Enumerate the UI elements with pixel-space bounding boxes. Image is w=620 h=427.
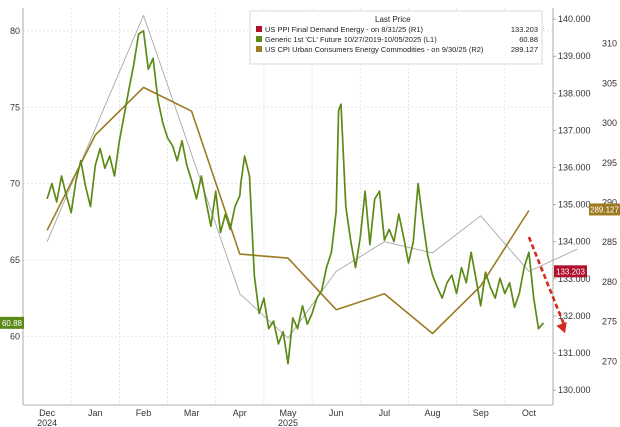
right2-tick-label: 270 bbox=[602, 356, 617, 366]
x-year-label: 2024 bbox=[37, 418, 57, 427]
legend: Last Price US PPI Final Demand Energy - … bbox=[249, 10, 543, 65]
legend-items: US PPI Final Demand Energy - on 8/31/25 … bbox=[256, 25, 538, 54]
legend-label: US PPI Final Demand Energy - on 8/31/25 … bbox=[265, 25, 423, 34]
right2-tick-label: 280 bbox=[602, 277, 617, 287]
right2-tick-label: 310 bbox=[602, 39, 617, 49]
legend-value: 60.88 bbox=[519, 35, 538, 44]
value-tag-label: 60.88 bbox=[2, 319, 23, 328]
value-tags: 60.88 133.203 289.127 bbox=[0, 203, 620, 329]
legend-header: Last Price bbox=[375, 15, 411, 24]
right1-tick-label: 130.000 bbox=[558, 385, 591, 395]
x-tick-label: Oct bbox=[522, 408, 537, 418]
annotation-arrow-head bbox=[556, 321, 567, 334]
right1-tick-label: 133.000 bbox=[558, 274, 591, 284]
x-tick-label: Jul bbox=[379, 408, 391, 418]
legend-label: Generic 1st 'CL' Future 10/27/2019-10/05… bbox=[265, 35, 437, 44]
right2-tick-label: 305 bbox=[602, 78, 617, 88]
left-tick-label: 80 bbox=[10, 26, 20, 36]
right1-tick-label: 137.000 bbox=[558, 125, 591, 135]
legend-value: 133.203 bbox=[511, 25, 538, 34]
left-tick-label: 60 bbox=[10, 331, 20, 341]
right1-tick-label: 140.000 bbox=[558, 14, 591, 24]
right1-tick-label: 136.000 bbox=[558, 163, 591, 173]
x-tick-label: Feb bbox=[136, 408, 152, 418]
right2-tick-label: 275 bbox=[602, 317, 617, 327]
legend-label: US CPI Urban Consumers Energy Commoditie… bbox=[265, 45, 484, 54]
x-tick-label: Jan bbox=[88, 408, 103, 418]
value-tag-box bbox=[554, 265, 587, 278]
x-tick-label: May bbox=[279, 408, 297, 418]
right2-tick-label: 300 bbox=[602, 118, 617, 128]
x-tick-label: Aug bbox=[425, 408, 441, 418]
x-tick-label: Apr bbox=[233, 408, 247, 418]
x-year-label: 2025 bbox=[278, 418, 298, 427]
axes: 80 75 70 65 60 140.000 139.000 138.000 137.000 13… bbox=[10, 8, 617, 427]
right1-tick-label: 138.000 bbox=[558, 88, 591, 98]
legend-swatch bbox=[256, 26, 262, 32]
x-tick-label: Dec bbox=[39, 408, 56, 418]
annotation-layer bbox=[527, 236, 567, 334]
annotation-arrow-shaft bbox=[527, 236, 567, 328]
x-tick-label: Jun bbox=[329, 408, 344, 418]
right2-tick-label: 290 bbox=[602, 198, 617, 208]
value-tag-label: 133.203 bbox=[556, 267, 585, 276]
legend-value: 289.127 bbox=[511, 45, 538, 54]
series-line bbox=[46, 14, 578, 339]
legend-box bbox=[249, 10, 543, 65]
right1-tick-label: 135.000 bbox=[558, 200, 591, 210]
left-tick-label: 65 bbox=[10, 255, 20, 265]
left-tick-label: 75 bbox=[10, 102, 20, 112]
value-tag-box bbox=[0, 316, 24, 329]
right1-tick-label: 139.000 bbox=[558, 51, 591, 61]
series-line bbox=[46, 30, 545, 365]
value-tag-box bbox=[589, 203, 620, 216]
right1-tick-label: 134.000 bbox=[558, 237, 591, 247]
x-tick-label: Mar bbox=[184, 408, 200, 418]
series-layer bbox=[46, 14, 578, 365]
right1-tick-label: 131.000 bbox=[558, 348, 591, 358]
legend-swatch bbox=[256, 36, 262, 42]
right2-tick-label: 285 bbox=[602, 237, 617, 247]
x-tick-label: Sep bbox=[473, 408, 489, 418]
value-tag-label: 289.127 bbox=[590, 205, 619, 214]
right1-tick-label: 132.000 bbox=[558, 311, 591, 321]
series-line bbox=[46, 86, 530, 335]
left-tick-label: 70 bbox=[10, 179, 20, 189]
legend-swatch bbox=[256, 46, 262, 52]
right2-tick-label: 295 bbox=[602, 158, 617, 168]
